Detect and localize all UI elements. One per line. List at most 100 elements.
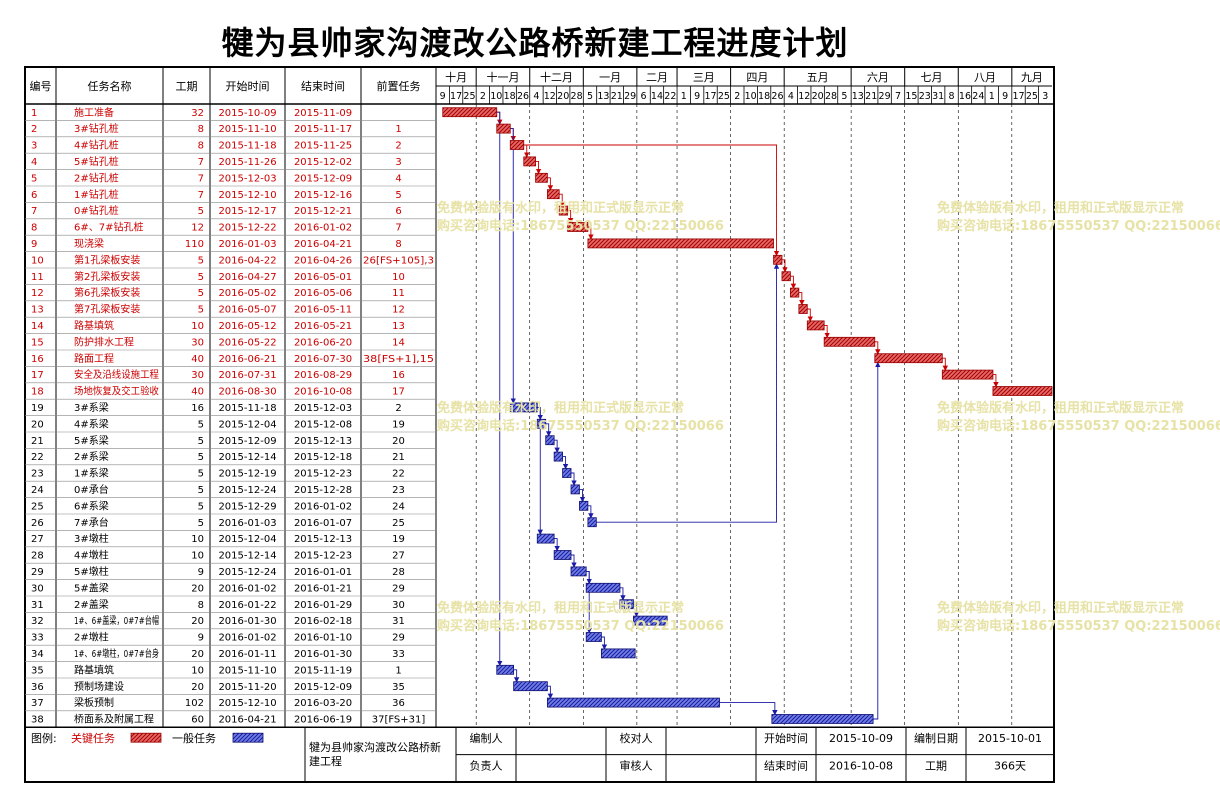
task-predecessor: 10 [392,272,405,283]
task-predecessor: 6 [395,206,401,217]
task-end: 2016-05-01 [294,272,352,283]
task-bar [585,632,602,642]
task-duration: 10 [191,665,204,676]
task-bar [790,287,800,298]
task-start: 2015-12-04 [218,419,276,430]
task-end: 2016-01-07 [294,518,352,529]
task-id: 36 [31,682,44,693]
task-bar [442,107,498,118]
task-start: 2016-05-02 [218,288,276,299]
task-end: 2015-11-17 [294,124,352,135]
task-duration: 10 [191,321,204,332]
dependency-link [559,193,565,207]
task-duration: 5 [198,436,204,447]
task-predecessor: 20 [392,436,405,447]
task-end: 2015-12-28 [294,485,352,496]
owner-label: 负责人 [470,759,503,773]
task-duration: 40 [191,354,204,365]
week-label: 21 [865,91,877,102]
task-end: 2016-03-20 [294,698,352,709]
task-end: 2015-11-19 [294,665,352,676]
task-id: 8 [31,223,37,234]
task-id: 29 [31,567,44,578]
task-name: 路基填筑 [74,663,114,676]
task-duration: 10 [191,551,204,562]
task-end: 2016-01-30 [294,649,352,660]
task-bar [773,254,783,265]
task-predecessor: 21 [392,452,405,463]
task-name: 3#钻孔桩 [74,122,119,135]
task-duration: 8 [198,141,204,152]
task-end: 2015-12-21 [294,206,352,217]
task-duration: 7 [198,157,204,168]
task-id: 1 [31,108,37,119]
week-label: 3 [1042,91,1048,102]
week-label: 9 [1002,91,1008,102]
task-start: 2015-12-22 [218,223,276,234]
dependency-link [537,406,543,535]
task-duration: 5 [198,419,204,430]
week-label: 22 [664,91,676,102]
task-start: 2015-11-26 [218,157,276,168]
week-label: 29 [879,91,891,102]
start-label: 开始时间 [764,731,808,745]
task-bar [579,500,589,511]
task-start: 2015-11-20 [218,682,276,693]
task-end: 2015-12-13 [294,436,352,447]
task-end: 2015-12-18 [294,452,352,463]
task-id: 28 [31,551,44,562]
task-predecessor: 29 [392,583,405,594]
task-end: 2016-06-20 [294,337,352,348]
task-end: 2015-12-23 [294,469,352,480]
task-bar [562,468,572,478]
task-end: 2016-05-21 [294,321,352,332]
week-label: 18 [758,91,770,102]
week-label: 8 [949,91,955,102]
task-duration: 5 [198,305,204,316]
date-value: 2015-10-01 [978,732,1042,745]
task-duration: 5 [198,206,204,217]
task-duration: 12 [191,223,204,234]
week-label: 25 [463,91,475,102]
dependency-link [790,275,797,289]
task-start: 2016-04-21 [218,715,276,726]
column-header: 工期 [176,80,198,93]
task-id: 33 [31,633,44,644]
task-end: 2015-12-16 [294,190,352,201]
task-id: 9 [31,239,37,250]
task-name: 第6孔梁板安装 [74,286,140,299]
task-end: 2016-01-02 [294,223,352,234]
task-bar [546,189,560,200]
task-id: 3 [31,141,37,152]
task-start: 2015-12-14 [218,452,276,463]
task-start: 2015-12-09 [218,436,276,447]
task-duration: 30 [191,370,204,381]
dependency-link [562,456,569,470]
project-name: 犍为县帅家沟渡改公路桥新 [309,740,441,754]
task-predecessor: 27 [392,551,405,562]
dependency-link [992,374,999,388]
week-label: 14 [651,91,663,102]
week-label: 17 [1012,91,1024,102]
task-start: 2016-01-03 [218,239,276,250]
task-start: 2016-05-22 [218,337,276,348]
month-label: 十月 [445,70,467,84]
task-end: 2015-12-09 [294,682,352,693]
dependency-link [571,472,577,486]
task-end: 2015-12-09 [294,173,352,184]
task-bar [523,156,536,167]
task-name: 5#墩柱 [74,565,109,578]
dependency-link [781,259,788,273]
week-label: 24 [972,91,984,102]
task-name: 3#墩柱 [74,532,109,545]
end-value: 2016-10-08 [829,760,893,773]
task-id: 14 [31,321,44,332]
task-predecessor: 31 [392,616,405,627]
task-bar [992,386,1053,396]
task-bar [570,484,580,495]
task-bar [509,402,538,413]
watermark: 免费体验版有水印，租用和正式版显示正常 购买咨询电话:18675550537 QQ… [437,401,724,434]
task-predecessor: 25 [392,518,405,529]
week-label: 1 [681,91,687,102]
task-bar [535,172,548,183]
